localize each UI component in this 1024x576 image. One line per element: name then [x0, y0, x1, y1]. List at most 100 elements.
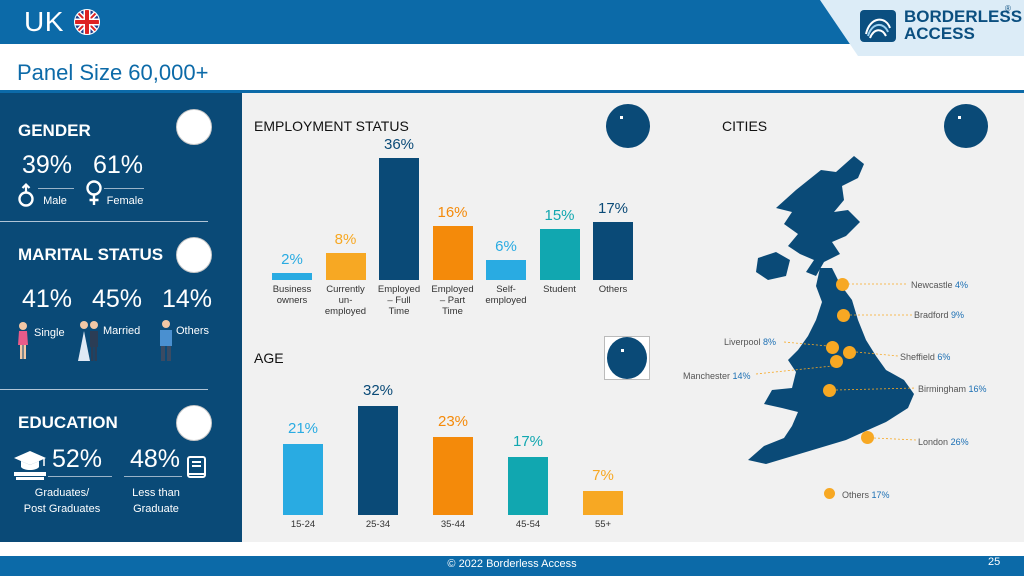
employment-value-label: 6%: [495, 237, 517, 255]
age-category-label: 45-54: [515, 519, 541, 530]
age-category-label: 55+: [594, 519, 612, 530]
male-label: Male: [43, 195, 67, 207]
others-percent: 14%: [162, 285, 213, 313]
graduates-percent: 52%: [52, 445, 103, 473]
age-category-label: 15-24: [290, 519, 316, 530]
employment-image-placeholder: [606, 104, 650, 148]
graduates-label-line-1: Graduates/: [34, 487, 90, 499]
age-chart-title: AGE: [254, 350, 284, 366]
employment-bar: [325, 252, 366, 280]
less-than-graduate-label: Less than Graduate: [124, 485, 188, 517]
less-label-line-1: Less than: [132, 487, 180, 499]
gender-heading: GENDER: [18, 121, 91, 140]
employment-category-label: Others: [598, 284, 628, 295]
education-heading: EDUCATION: [18, 413, 118, 432]
city-name: Sheffield: [900, 352, 935, 362]
others-person-icon: [160, 320, 172, 361]
others-label: Others: [176, 325, 210, 337]
employment-value-label: 16%: [437, 203, 468, 221]
logo-line-1: BORDERLESS: [904, 7, 1023, 26]
footer-bar: [0, 556, 1024, 576]
graduates-label: Graduates/ Post Graduates: [14, 485, 110, 517]
newcastle-dot: [836, 278, 849, 291]
city-pct: 4%: [955, 280, 969, 290]
male-underline: [38, 188, 74, 189]
gender-image-placeholder: [176, 109, 212, 145]
birmingham-dot: [823, 384, 836, 397]
age-image-frame: [604, 336, 650, 380]
city-label-sheffield: Sheffield 6%: [900, 352, 950, 362]
female-label: Female: [106, 195, 144, 207]
logo-wordmark: BORDERLESS ACCESS: [904, 8, 1022, 42]
uk-flag-icon: [74, 9, 100, 35]
cities-image-placeholder: [944, 104, 988, 148]
age-bar: [433, 436, 473, 515]
single-person-icon: [18, 322, 28, 359]
city-name: London: [918, 437, 949, 447]
city-label-birmingham: Birmingham 16%: [918, 384, 987, 394]
graduation-cap-icon: [14, 451, 46, 480]
city-leader-lines: [755, 283, 917, 441]
logo-line-2: ACCESS: [904, 24, 975, 43]
less-than-graduate-percent: 48%: [130, 445, 181, 473]
city-label-liverpool: Liverpool 8%: [724, 337, 776, 347]
single-percent: 41%: [22, 285, 73, 313]
age-value-label: 17%: [512, 433, 544, 451]
employment-value-label: 36%: [383, 135, 415, 153]
london-dot: [861, 431, 874, 444]
city-name: Manchester: [683, 371, 731, 381]
country-title: UK: [24, 6, 64, 37]
bradford-dot: [837, 309, 850, 322]
age-value-label: 7%: [592, 467, 614, 485]
age-value-label: 23%: [437, 412, 469, 430]
married-couple-icon: [78, 321, 98, 361]
employment-bar: [272, 273, 312, 280]
city-name: Bradford: [914, 310, 949, 320]
city-label-bradford: Bradford 9%: [914, 310, 964, 320]
city-pct: 17%: [871, 490, 890, 500]
borderless-access-logo-icon: [860, 10, 896, 42]
age-category-label: 35-44: [440, 519, 466, 530]
employment-bar: [432, 225, 473, 280]
title-rule: [0, 90, 1024, 93]
employment-category-label: Self-employed: [485, 284, 527, 306]
graduates-underline: [48, 476, 112, 477]
employment-category-label: Student: [543, 284, 576, 295]
city-pct: 26%: [950, 437, 969, 447]
others-legend-dot: [824, 488, 835, 499]
marital-divider: [0, 389, 208, 390]
married-label: Married: [103, 325, 141, 337]
less-underline: [124, 476, 182, 477]
age-bar: [508, 457, 548, 515]
single-label: Single: [34, 327, 65, 339]
marital-image-placeholder: [176, 237, 212, 273]
city-label-others: Others 17%: [842, 490, 890, 500]
city-name: Others: [842, 490, 870, 500]
liverpool-dot: [826, 341, 839, 354]
employment-category-label: Business owners: [272, 284, 312, 306]
city-pct: 6%: [937, 352, 951, 362]
age-bar: [283, 443, 323, 515]
gender-divider: [0, 221, 208, 222]
city-label-manchester: Manchester 14%: [683, 371, 751, 381]
employment-bar: [539, 229, 580, 280]
demographics-panel: GENDER 39% 61% Male Female MARITAL STATU…: [0, 93, 242, 542]
city-name: Liverpool: [724, 337, 761, 347]
age-category-label: 25-34: [365, 519, 391, 530]
employment-value-label: 17%: [597, 200, 629, 218]
employment-chart-title: EMPLOYMENT STATUS: [254, 118, 409, 134]
manchester-dot: [830, 355, 843, 368]
book-icon: [187, 456, 206, 478]
logo-panel: [820, 0, 1024, 56]
city-pct: 9%: [951, 310, 965, 320]
employment-value-label: 15%: [544, 207, 575, 224]
graduates-label-line-2: Post Graduates: [23, 503, 101, 515]
page-number: 25: [988, 556, 1001, 568]
city-pct: 14%: [732, 371, 751, 381]
age-value-label: 32%: [362, 382, 394, 400]
female-percent: 61%: [93, 151, 144, 179]
city-name: Birmingham: [918, 384, 967, 394]
copyright-text: © 2022 Borderless Access: [447, 558, 577, 570]
female-symbol-icon: [86, 180, 102, 205]
employment-bar: [593, 222, 633, 280]
